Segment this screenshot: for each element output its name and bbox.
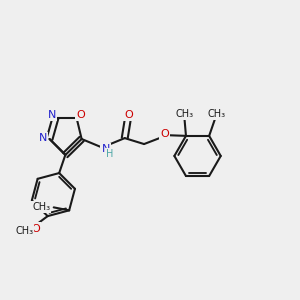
Text: CH₃: CH₃ [32, 202, 50, 212]
Text: O: O [76, 110, 85, 120]
Text: CH₃: CH₃ [176, 109, 194, 119]
Text: CH₃: CH₃ [208, 109, 226, 119]
Text: O: O [160, 129, 169, 139]
Text: N: N [39, 134, 47, 143]
Text: O: O [124, 110, 133, 120]
Text: N: N [102, 144, 110, 154]
Text: O: O [32, 224, 40, 234]
Text: H: H [106, 148, 114, 159]
Text: N: N [47, 110, 56, 120]
Text: CH₃: CH₃ [15, 226, 34, 236]
